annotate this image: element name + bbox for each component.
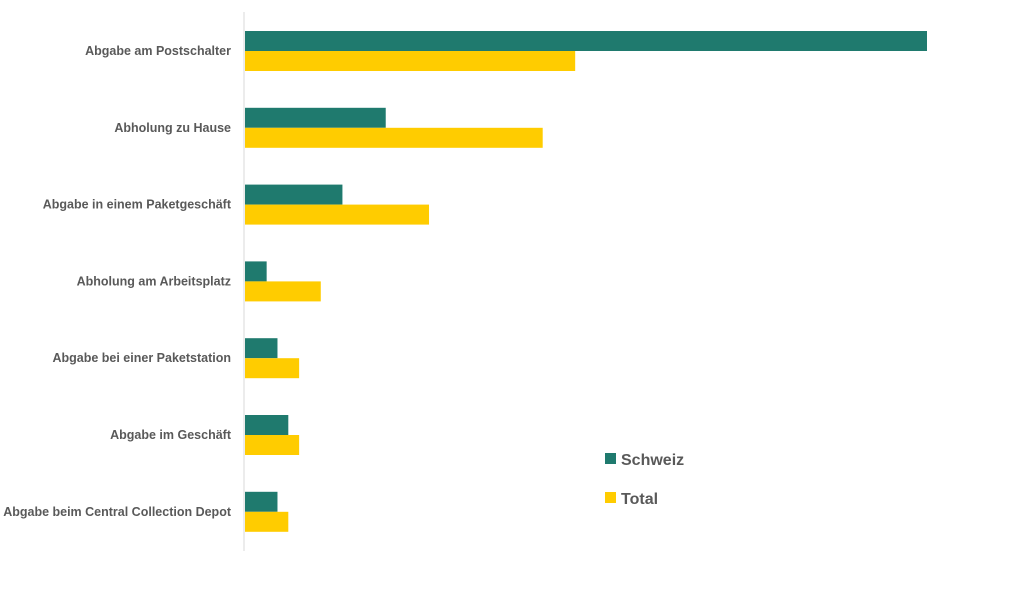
legend: Schweiz Total [605, 452, 684, 508]
category-label: Abgabe beim Central Collection Depot [3, 505, 232, 519]
bar-total [245, 358, 300, 379]
legend-label: Total [621, 491, 658, 508]
bar-total [245, 435, 300, 455]
bar-schweiz [245, 491, 278, 512]
bar-schweiz [245, 31, 927, 51]
bar-total [245, 127, 543, 148]
bar-total [245, 204, 430, 225]
category-label: Abgabe am Postschalter [85, 44, 231, 58]
bar-total [245, 511, 289, 532]
bar-total [245, 51, 576, 71]
bar-schweiz [245, 107, 386, 128]
category-label: Abholung zu Hause [114, 121, 231, 135]
category-label: Abgabe in einem Paketgeschäft [43, 198, 232, 212]
bar-schweiz [245, 261, 267, 282]
bar-total [245, 281, 321, 302]
bar-schweiz [245, 184, 343, 205]
category-label: Abgabe bei einer Paketstation [52, 351, 231, 365]
bar-schweiz [245, 338, 278, 359]
category-label: Abholung am Arbeitsplatz [77, 274, 231, 288]
legend-swatch-schweiz [605, 453, 616, 464]
bar-schweiz [245, 415, 289, 435]
category-labels: Abgabe am Postschalter Abholung zu Hause A… [3, 44, 232, 519]
legend-swatch-total [605, 492, 616, 503]
bars-layer [245, 31, 927, 532]
category-label: Abgabe im Geschäft [110, 428, 232, 442]
legend-label: Schweiz [621, 452, 684, 469]
